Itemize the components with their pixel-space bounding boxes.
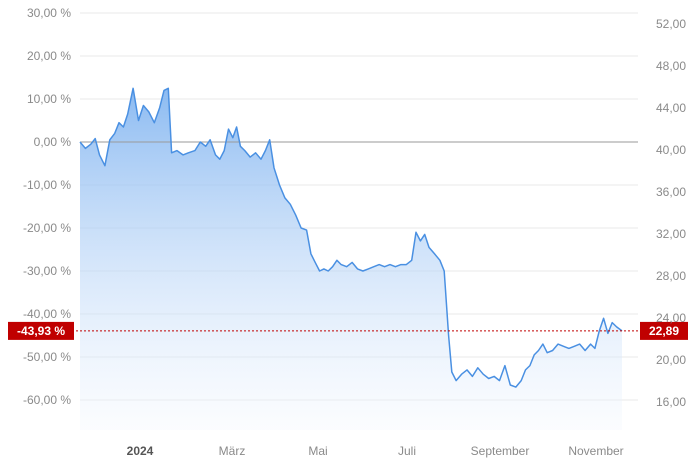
x-tick-label: Mai — [308, 444, 327, 458]
price-line — [79, 87, 623, 388]
x-tick-label: Juli — [398, 444, 416, 458]
current-price-badge-bg — [640, 321, 688, 340]
x-tick-label: März — [219, 444, 246, 458]
current-percent-badge-bg — [8, 321, 74, 340]
left-tick-label: -20,00 % — [23, 221, 71, 235]
right-tick-label: 52,00 — [656, 17, 686, 31]
left-tick-label: 20,00 % — [27, 49, 71, 63]
current-percent-label: -43,93 % — [17, 324, 65, 338]
right-tick-label: 24,00 — [656, 311, 686, 325]
current-price-badge: 22,89 — [640, 321, 688, 340]
x-axis: 2024 März Mai Juli September November — [127, 444, 624, 458]
left-tick-label: -30,00 % — [23, 264, 71, 278]
x-tick-label: September — [471, 444, 530, 458]
current-price-label: 22,89 — [649, 324, 679, 338]
right-tick-label: 44,00 — [656, 101, 686, 115]
right-tick-label: 16,00 — [656, 395, 686, 409]
left-tick-label: -10,00 % — [23, 178, 71, 192]
left-tick-label: 0,00 % — [34, 135, 72, 149]
current-value-marker: -43,93 % 22,89 — [8, 321, 688, 340]
right-tick-label: 40,00 — [656, 143, 686, 157]
area-fill — [80, 88, 622, 431]
left-tick-label: 10,00 % — [27, 92, 71, 106]
area-path — [80, 88, 622, 431]
right-tick-label: 20,00 — [656, 353, 686, 367]
right-tick-label: 28,00 — [656, 269, 686, 283]
left-tick-label: -60,00 % — [23, 393, 71, 407]
left-axis: 30,00 % 20,00 % 10,00 % 0,00 % -10,00 % -20,0… — [23, 6, 71, 407]
right-tick-label: 48,00 — [656, 59, 686, 73]
right-tick-label: 32,00 — [656, 227, 686, 241]
right-axis: 52,00 48,00 44,00 40,00 36,00 32,00 28,00 24,00… — [656, 17, 686, 409]
price-series-line — [79, 87, 623, 388]
x-tick-label: 2024 — [127, 444, 154, 458]
right-tick-label: 36,00 — [656, 185, 686, 199]
left-tick-label: -40,00 % — [23, 307, 71, 321]
left-tick-label: 30,00 % — [27, 6, 71, 20]
x-tick-label: November — [568, 444, 623, 458]
left-tick-label: -50,00 % — [23, 350, 71, 364]
current-percent-badge: -43,93 % — [8, 321, 74, 340]
